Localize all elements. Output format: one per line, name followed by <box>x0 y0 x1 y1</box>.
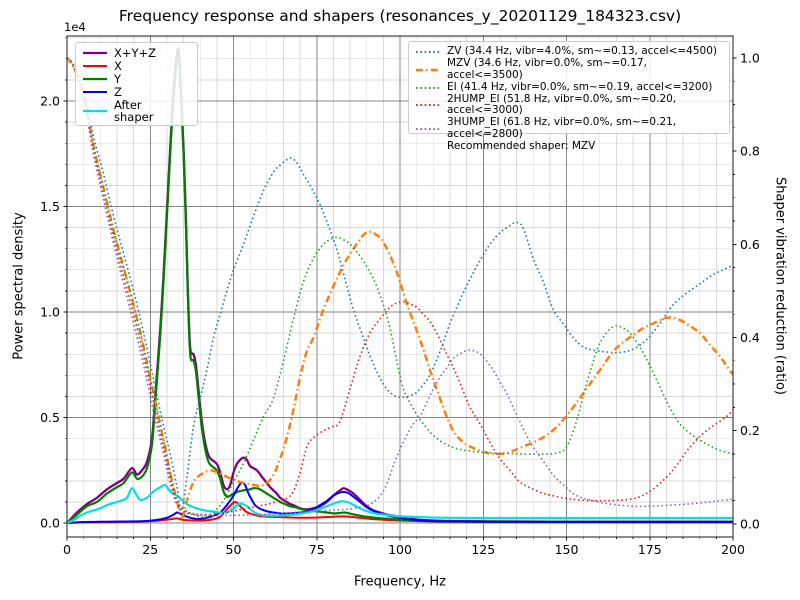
x-tick-label: 0 <box>63 542 71 557</box>
legend-label: Z <box>114 84 122 99</box>
x-axis-label: Frequency, Hz <box>353 574 447 590</box>
series-shaper-mzv <box>67 57 733 519</box>
chart-title: Frequency response and shapers (resonanc… <box>118 7 682 25</box>
x-tick-label: 100 <box>388 542 412 557</box>
legend-item-psd-sum: X+Y+Z <box>82 47 191 60</box>
legend-label: X+Y+Z <box>114 46 157 60</box>
legend-line-sample <box>416 86 440 89</box>
y-right-tick-label: 0.6 <box>740 237 760 252</box>
y-left-tick-label: 0.0 <box>40 516 60 531</box>
legend-label: After shaper <box>114 97 154 125</box>
legend-label: Recommended shaper: MZV <box>447 139 596 152</box>
x-tick-label: 75 <box>309 542 325 557</box>
legend-item-psd-x: X <box>82 58 191 73</box>
legend-label: MZV (34.6 Hz, vibr=0.0%, sm~=0.17, accel… <box>447 57 647 81</box>
legend-psd: X+Y+Z X Y Z After shaper <box>75 42 198 126</box>
y-left-tick-label: 1.5 <box>40 199 60 214</box>
y-right-tick-label: 0.2 <box>740 423 760 438</box>
legend-item-shaper-mzv: MZV (34.6 Hz, vibr=0.0%, sm~=0.17, accel… <box>415 57 723 82</box>
x-tick-label: 150 <box>555 542 579 557</box>
legend-line-sample <box>83 110 107 113</box>
y-left-tick-label: 1.0 <box>40 305 60 320</box>
y-right-tick-label: 0.0 <box>740 516 760 531</box>
legend-label: ZV (34.4 Hz, vibr=4.0%, sm~=0.13, accel<… <box>447 45 717 58</box>
legend-line-sample <box>416 51 440 53</box>
legend-item-shaper-ei: EI (41.4 Hz, vibr=0.0%, sm~=0.19, accel<… <box>415 80 723 94</box>
legend-item-psd-z: Z <box>82 84 191 99</box>
x-tick-label: 25 <box>142 542 158 557</box>
y-axis-label-right: Shaper vibration reduction (ratio) <box>772 177 788 395</box>
legend-item-shaper-zv: ZV (34.4 Hz, vibr=4.0%, sm~=0.13, accel<… <box>415 45 723 58</box>
legend-line-sample <box>83 65 107 68</box>
y-axis-label-left: Power spectral density <box>11 212 27 360</box>
legend-line-sample <box>83 52 107 55</box>
legend-item-recommended-shaper: Recommended shaper: MZV <box>415 139 723 153</box>
legend-shapers: ZV (34.4 Hz, vibr=4.0%, sm~=0.13, accel<… <box>408 41 730 151</box>
legend-item-shaper-2hump-ei: 2HUMP_EI (51.8 Hz, vibr=0.0%, sm~=0.20, … <box>415 92 723 118</box>
y-right-tick-label: 0.8 <box>740 144 760 159</box>
series-shaper-3hump-ei <box>67 57 733 517</box>
series-shaper-zv <box>67 57 733 511</box>
legend-line-sample <box>83 91 107 94</box>
legend-item-psd-after-shaper: After shaper <box>82 97 191 125</box>
legend-label: Y <box>114 71 122 86</box>
series-psd-x <box>67 500 733 525</box>
x-tick-label: 200 <box>721 542 745 557</box>
y-axis-offset-text: 1e4 <box>64 20 86 34</box>
x-tick-label: 50 <box>226 542 242 557</box>
y-right-tick-label: 1.0 <box>740 50 760 65</box>
x-tick-label: 125 <box>471 542 495 557</box>
y-left-tick-label: 2.0 <box>40 93 60 108</box>
y-left-tick-label: 0.5 <box>40 410 60 425</box>
y-right-tick-label: 0.4 <box>740 330 760 345</box>
series-psd-y <box>67 54 733 524</box>
legend-label: EI (41.4 Hz, vibr=0.0%, sm~=0.19, accel<… <box>447 80 713 93</box>
legend-line-sample <box>83 78 107 81</box>
series-psd-after-shaper <box>67 483 733 525</box>
legend-label: 3HUMP_EI (61.8 Hz, vibr=0.0%, sm~=0.21, … <box>447 116 677 140</box>
legend-label: 2HUMP_EI (51.8 Hz, vibr=0.0%, sm~=0.20, … <box>447 92 677 117</box>
x-tick-label: 175 <box>638 542 662 557</box>
legend-label: X <box>114 58 122 73</box>
legend-item-shaper-3hump-ei: 3HUMP_EI (61.8 Hz, vibr=0.0%, sm~=0.21, … <box>415 116 723 141</box>
legend-line-sample <box>416 104 440 107</box>
legend-item-psd-y: Y <box>82 71 191 86</box>
legend-line-sample <box>416 127 440 130</box>
legend-line-sample <box>416 68 440 71</box>
legend-empty-sample <box>415 141 441 153</box>
